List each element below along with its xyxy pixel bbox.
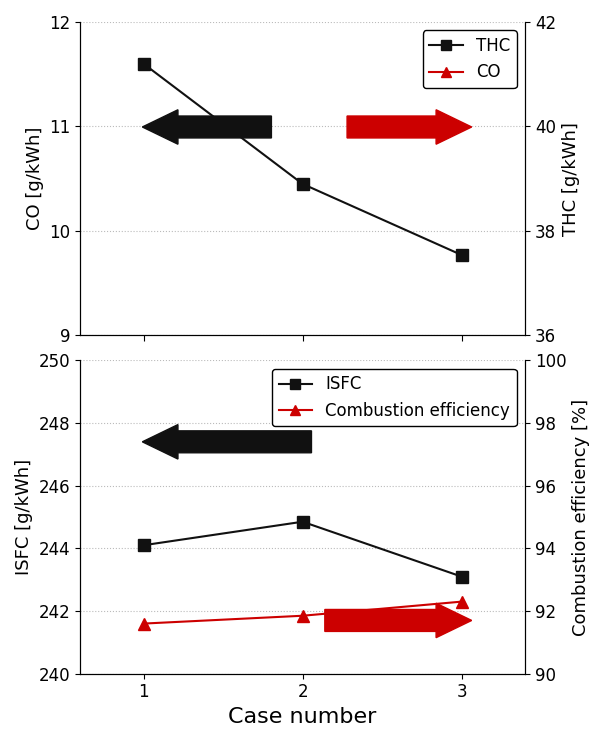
Y-axis label: Combustion efficiency [%]: Combustion efficiency [%] bbox=[572, 398, 590, 636]
Y-axis label: ISFC [g/kWh]: ISFC [g/kWh] bbox=[15, 459, 33, 575]
FancyArrow shape bbox=[347, 110, 472, 144]
X-axis label: Case number: Case number bbox=[228, 707, 377, 727]
FancyArrow shape bbox=[142, 424, 312, 459]
Legend: THC, CO: THC, CO bbox=[422, 30, 517, 88]
FancyArrow shape bbox=[325, 603, 472, 637]
Legend: ISFC, Combustion efficiency: ISFC, Combustion efficiency bbox=[272, 369, 517, 427]
Y-axis label: CO [g/kWh]: CO [g/kWh] bbox=[25, 127, 44, 230]
Y-axis label: THC [g/kWh]: THC [g/kWh] bbox=[561, 122, 580, 236]
FancyArrow shape bbox=[142, 110, 272, 144]
